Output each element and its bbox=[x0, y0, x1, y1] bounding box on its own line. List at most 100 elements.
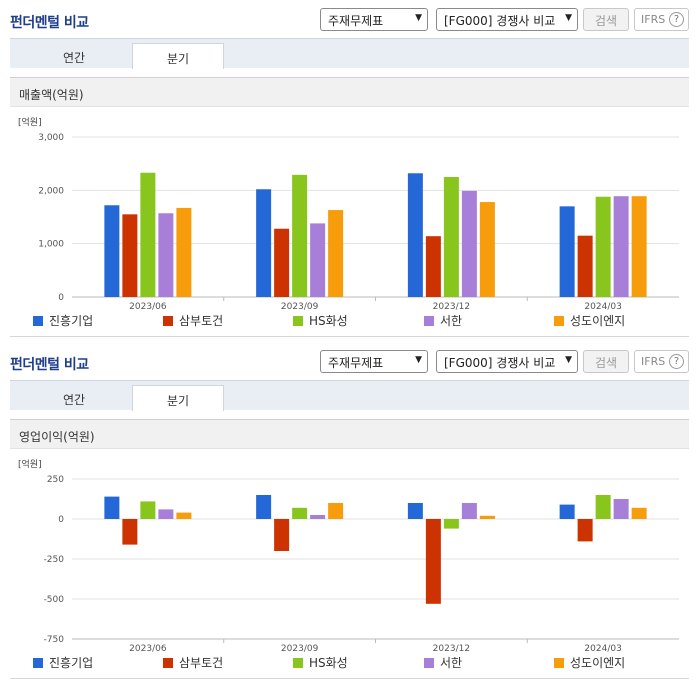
panel-header: 펀더멘털 비교 주재무제표 ▼ [FG000] 경쟁사 비교 ▼ 검색 IFRS… bbox=[0, 0, 696, 38]
bar bbox=[310, 223, 326, 297]
bar bbox=[479, 515, 495, 519]
bar bbox=[595, 196, 611, 297]
period-tabs: 연간 분기 bbox=[10, 380, 689, 411]
period-tabs: 연간 분기 bbox=[10, 38, 689, 69]
bar bbox=[407, 173, 423, 297]
unit-label: [억원] bbox=[18, 458, 42, 470]
y-tick-label: -750 bbox=[44, 635, 65, 645]
legend-item[interactable]: 서한 bbox=[424, 654, 462, 671]
legend-label: 삼부토건 bbox=[179, 656, 224, 670]
tab-annual[interactable]: 연간 bbox=[62, 393, 86, 407]
ifrs-label: IFRS bbox=[641, 355, 666, 368]
y-tick-label: 1,000 bbox=[38, 240, 64, 250]
search-button[interactable]: 검색 bbox=[583, 8, 629, 31]
fundamental-panel-revenue: 펀더멘털 비교 주재무제표 ▼ [FG000] 경쟁사 비교 ▼ 검색 IFRS… bbox=[0, 0, 696, 337]
legend-label: HS화성 bbox=[309, 314, 348, 328]
bar bbox=[176, 512, 192, 519]
bar bbox=[425, 519, 441, 604]
statement-type-select[interactable]: 주재무제표 ▼ bbox=[320, 8, 428, 31]
compare-group-value: [FG000] 경쟁사 비교 bbox=[444, 14, 556, 28]
bar bbox=[559, 504, 575, 519]
legend-label: 진흥기업 bbox=[49, 656, 94, 670]
question-circle-icon[interactable]: ? bbox=[669, 12, 684, 27]
metric-label: 매출액(억원) bbox=[10, 77, 689, 107]
legend-item[interactable]: 서한 bbox=[424, 312, 462, 329]
x-tick-label: 2024/03 bbox=[584, 302, 621, 310]
legend-item[interactable]: 성도이엔지 bbox=[554, 312, 625, 329]
chart-legend: 진흥기업 삼부토건 HS화성 서한 성도이엔지 bbox=[0, 654, 690, 674]
legend-swatch bbox=[424, 658, 434, 668]
statement-type-value: 주재무제표 bbox=[328, 356, 384, 370]
legend-swatch bbox=[163, 658, 173, 668]
bar bbox=[631, 507, 647, 519]
chevron-down-icon: ▼ bbox=[565, 13, 572, 23]
ifrs-label: IFRS bbox=[641, 13, 666, 26]
bar bbox=[461, 190, 477, 297]
unit-label: [억원] bbox=[18, 116, 42, 128]
x-tick-label: 2023/12 bbox=[433, 302, 470, 310]
x-tick-label: 2024/03 bbox=[584, 644, 621, 652]
bar bbox=[292, 507, 308, 519]
tab-annual[interactable]: 연간 bbox=[62, 51, 86, 65]
bar bbox=[176, 207, 192, 297]
metric-label: 영업이익(억원) bbox=[10, 419, 689, 449]
bar bbox=[577, 235, 593, 297]
legend-label: 삼부토건 bbox=[179, 314, 224, 328]
compare-group-value: [FG000] 경쟁사 비교 bbox=[444, 356, 556, 370]
bar bbox=[140, 501, 156, 519]
compare-group-select[interactable]: [FG000] 경쟁사 비교 ▼ bbox=[436, 8, 578, 31]
chevron-down-icon: ▼ bbox=[415, 355, 422, 365]
ifrs-button[interactable]: IFRS ? bbox=[634, 8, 689, 31]
legend-item[interactable]: 삼부토건 bbox=[163, 654, 223, 671]
chevron-down-icon: ▼ bbox=[565, 355, 572, 365]
compare-group-select[interactable]: [FG000] 경쟁사 비교 ▼ bbox=[436, 350, 578, 373]
bar bbox=[425, 236, 441, 297]
y-tick-label: 0 bbox=[58, 293, 64, 303]
bar bbox=[158, 213, 174, 297]
divider bbox=[10, 678, 689, 679]
x-tick-label: 2023/06 bbox=[129, 302, 167, 310]
y-tick-label: -500 bbox=[44, 595, 65, 605]
bar bbox=[461, 503, 477, 519]
legend-label: 성도이엔지 bbox=[570, 656, 626, 670]
panel-header: 펀더멘털 비교 주재무제표 ▼ [FG000] 경쟁사 비교 ▼ 검색 IFRS… bbox=[0, 342, 696, 380]
legend-swatch bbox=[293, 658, 303, 668]
bar bbox=[479, 202, 495, 297]
chart-legend: 진흥기업 삼부토건 HS화성 서한 성도이엔지 bbox=[0, 312, 690, 332]
legend-item[interactable]: 성도이엔지 bbox=[554, 654, 625, 671]
operating-profit-bar-chart: [억원] -750 -500 -250 0 250 2023/06 2023/09 2023/1… bbox=[18, 458, 679, 652]
legend-swatch bbox=[554, 316, 564, 326]
bar bbox=[328, 210, 344, 297]
legend-swatch bbox=[293, 316, 303, 326]
legend-item[interactable]: 진흥기업 bbox=[33, 654, 93, 671]
bar bbox=[256, 189, 272, 297]
statement-type-select[interactable]: 주재무제표 ▼ bbox=[320, 350, 428, 373]
tab-quarterly[interactable]: 분기 bbox=[132, 385, 224, 411]
bar bbox=[595, 495, 611, 519]
legend-label: 서한 bbox=[440, 314, 463, 328]
legend-item[interactable]: HS화성 bbox=[293, 312, 348, 329]
bar bbox=[292, 174, 308, 297]
bar bbox=[274, 519, 290, 551]
bar bbox=[631, 196, 647, 297]
bar bbox=[122, 214, 138, 297]
bar bbox=[104, 205, 120, 297]
bar bbox=[328, 503, 344, 519]
question-circle-icon[interactable]: ? bbox=[669, 354, 684, 369]
bar bbox=[256, 495, 272, 519]
ifrs-button[interactable]: IFRS ? bbox=[634, 350, 689, 373]
y-tick-label: 0 bbox=[58, 515, 64, 525]
divider bbox=[10, 336, 689, 337]
legend-item[interactable]: HS화성 bbox=[293, 654, 348, 671]
y-tick-label: -250 bbox=[44, 555, 65, 565]
legend-item[interactable]: 진흥기업 bbox=[33, 312, 93, 329]
search-button[interactable]: 검색 bbox=[583, 350, 629, 373]
legend-label: 성도이엔지 bbox=[570, 314, 626, 328]
legend-item[interactable]: 삼부토건 bbox=[163, 312, 223, 329]
bar bbox=[310, 515, 326, 519]
statement-type-value: 주재무제표 bbox=[328, 14, 384, 28]
tab-quarterly[interactable]: 분기 bbox=[132, 43, 224, 69]
y-tick-label: 2,000 bbox=[38, 186, 64, 196]
bar bbox=[274, 228, 290, 297]
fundamental-panel-operating-profit: 펀더멘털 비교 주재무제표 ▼ [FG000] 경쟁사 비교 ▼ 검색 IFRS… bbox=[0, 342, 696, 684]
